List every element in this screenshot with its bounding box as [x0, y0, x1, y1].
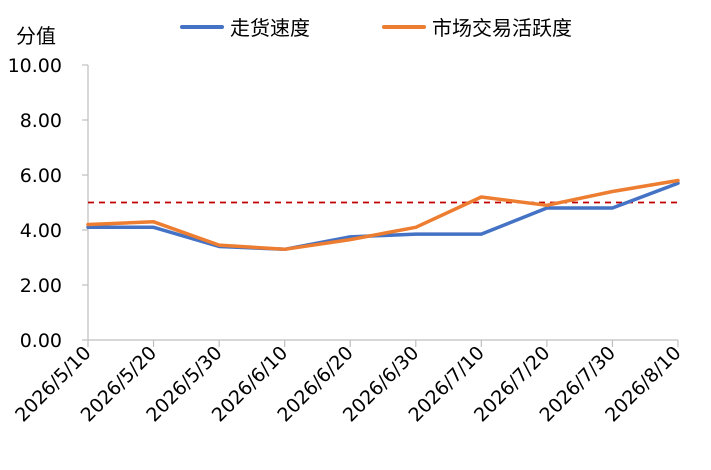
legend: 走货速度 市场交易活跃度 [0, 0, 711, 60]
y-tick-label: 10.00 [8, 55, 62, 77]
y-tick-label: 8.00 [20, 110, 62, 132]
y-tick-label: 6.00 [20, 165, 62, 187]
legend-item-series-1: 走货速度 [180, 12, 310, 41]
y-tick-label: 4.00 [20, 220, 62, 242]
legend-swatch-series-2 [382, 24, 426, 29]
legend-item-series-2: 市场交易活跃度 [382, 12, 572, 41]
legend-swatch-series-1 [180, 24, 224, 29]
y-tick-label: 0.00 [20, 330, 62, 352]
legend-label-series-1: 走货速度 [230, 16, 310, 40]
y-tick-label: 2.00 [20, 275, 62, 297]
y-axis-title: 分值 [16, 24, 56, 48]
series-line-2 [86, 178, 680, 252]
legend-label-series-2: 市场交易活跃度 [432, 16, 572, 40]
series-line-1 [86, 181, 680, 252]
